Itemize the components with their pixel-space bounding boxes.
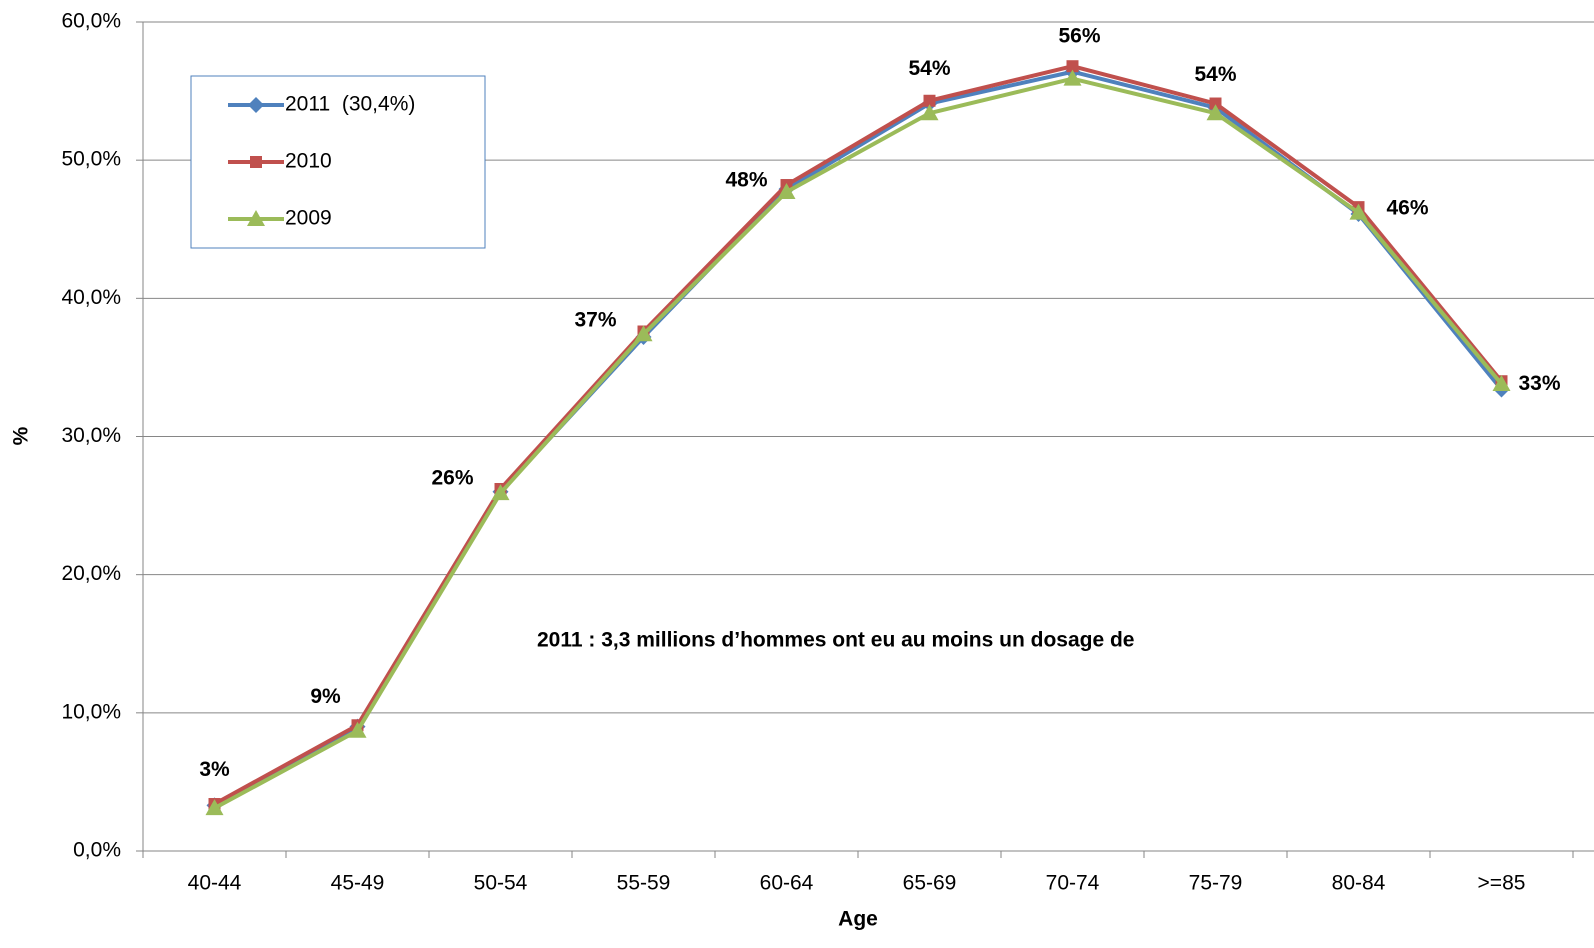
x-tick-label: 40-44 — [188, 872, 242, 895]
marker — [923, 94, 936, 107]
marker — [1063, 69, 1082, 86]
marker — [247, 210, 265, 226]
y-axis-title: % — [10, 426, 33, 445]
y-tick-label: 20,0% — [61, 562, 121, 585]
marker — [1206, 104, 1225, 121]
marker — [1492, 374, 1511, 391]
data-label: 54% — [1194, 63, 1236, 86]
x-tick-label: 60-64 — [760, 872, 814, 895]
marker — [491, 484, 510, 501]
marker — [250, 156, 262, 168]
marker — [248, 97, 264, 113]
series-line — [213, 64, 1504, 806]
y-tick-label: 0,0% — [73, 839, 121, 862]
data-label: 48% — [725, 169, 767, 192]
legend-label: 2009 — [285, 207, 332, 230]
marker — [920, 104, 939, 121]
y-tick-label: 30,0% — [61, 424, 121, 447]
x-tick-label: 70-74 — [1046, 872, 1100, 895]
legend-label: 2011 (30,4%) — [285, 93, 415, 116]
x-tick-label: 75-79 — [1189, 872, 1243, 895]
y-tick-label: 50,0% — [61, 148, 121, 171]
x-tick-label: 50-54 — [474, 872, 528, 895]
data-label: 26% — [431, 466, 473, 489]
x-tick-label: 80-84 — [1332, 872, 1386, 895]
marker — [1066, 60, 1079, 73]
marker — [634, 325, 653, 342]
marker — [348, 721, 367, 738]
x-tick-label: 65-69 — [903, 872, 957, 895]
y-tick-label: 10,0% — [61, 700, 121, 723]
series-line — [213, 76, 1504, 810]
data-label: 33% — [1518, 372, 1560, 395]
data-label: 3% — [199, 758, 230, 781]
marker — [777, 182, 796, 199]
data-label: 46% — [1386, 197, 1428, 220]
legend-label: 2010 — [285, 150, 332, 173]
data-label: 54% — [908, 57, 950, 80]
marker — [1349, 203, 1368, 220]
marker — [1209, 97, 1222, 110]
data-label: 37% — [574, 309, 616, 332]
x-axis-title: Age — [838, 908, 878, 931]
x-tick-label: 55-59 — [617, 872, 671, 895]
y-tick-label: 40,0% — [61, 286, 121, 309]
y-tick-label: 60,0% — [61, 10, 121, 33]
x-tick-label: 45-49 — [331, 872, 385, 895]
data-label: 9% — [310, 685, 341, 708]
data-label: 56% — [1058, 24, 1100, 47]
marker — [205, 799, 224, 816]
x-tick-label: >=85 — [1478, 872, 1526, 895]
annotation: 2011 : 3,3 millions d’hommes ont eu au m… — [537, 629, 1134, 652]
